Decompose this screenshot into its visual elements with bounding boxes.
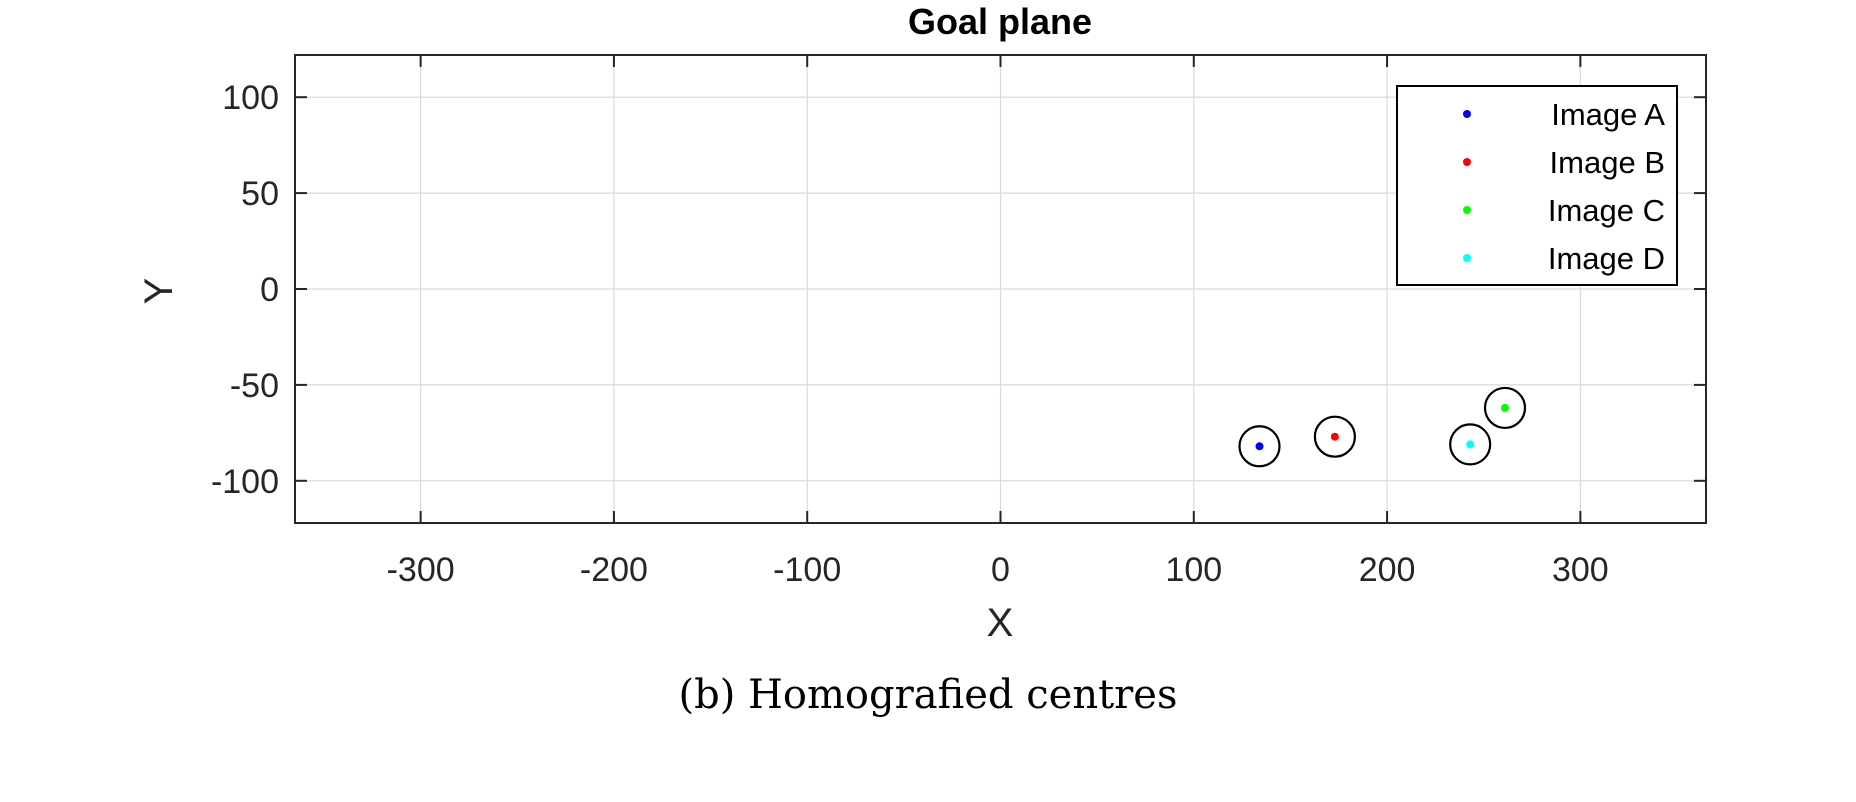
y-tick-label: 0 xyxy=(260,271,279,309)
data-point xyxy=(1255,442,1264,451)
legend-marker xyxy=(1463,110,1471,118)
x-tick-label: -300 xyxy=(387,551,455,589)
goal-plane-chart: Goal plane -300 -200 -100 0 100 200 300 -100 -5… xyxy=(137,1,1707,645)
x-tick-labels: -300 -200 -100 0 100 200 300 xyxy=(387,551,1609,589)
legend-marker xyxy=(1463,206,1471,214)
axis-ticks xyxy=(295,55,1706,523)
chart-title: Goal plane xyxy=(908,1,1092,42)
data-point xyxy=(1500,403,1509,412)
x-tick-label: 300 xyxy=(1552,551,1609,589)
highlight-circle xyxy=(1483,386,1527,430)
legend-marker xyxy=(1463,158,1471,166)
figure-caption: (b) Homografied centres xyxy=(678,672,1178,718)
x-tick-label: 200 xyxy=(1359,551,1416,589)
x-tick-label: -100 xyxy=(773,551,841,589)
data-point xyxy=(1330,432,1339,441)
legend-marker xyxy=(1463,254,1471,262)
highlight-circle xyxy=(1238,425,1281,468)
legend-label: Image C xyxy=(1548,193,1665,228)
highlight-circle xyxy=(1449,423,1492,466)
highlight-circle xyxy=(1313,415,1356,458)
x-axis-title: X xyxy=(987,601,1014,645)
y-tick-labels: -100 -50 0 50 100 xyxy=(211,79,279,501)
x-tick-label: -200 xyxy=(580,551,648,589)
legend-box xyxy=(1396,85,1678,286)
x-tick-label: 0 xyxy=(991,551,1010,589)
y-axis-title: Y xyxy=(137,278,181,305)
y-tick-label: 100 xyxy=(222,79,279,117)
x-tick-label: 100 xyxy=(1165,551,1222,589)
y-tick-label: -50 xyxy=(230,367,279,405)
legend: Image A Image B Image C Image D xyxy=(1396,85,1678,286)
legend-label: Image A xyxy=(1551,97,1665,132)
y-tick-label: -100 xyxy=(211,463,279,501)
legend-label: Image D xyxy=(1548,241,1665,276)
data-point xyxy=(1466,440,1475,449)
y-tick-label: 50 xyxy=(241,175,279,213)
data-points xyxy=(1238,386,1527,468)
legend-label: Image B xyxy=(1550,145,1665,180)
